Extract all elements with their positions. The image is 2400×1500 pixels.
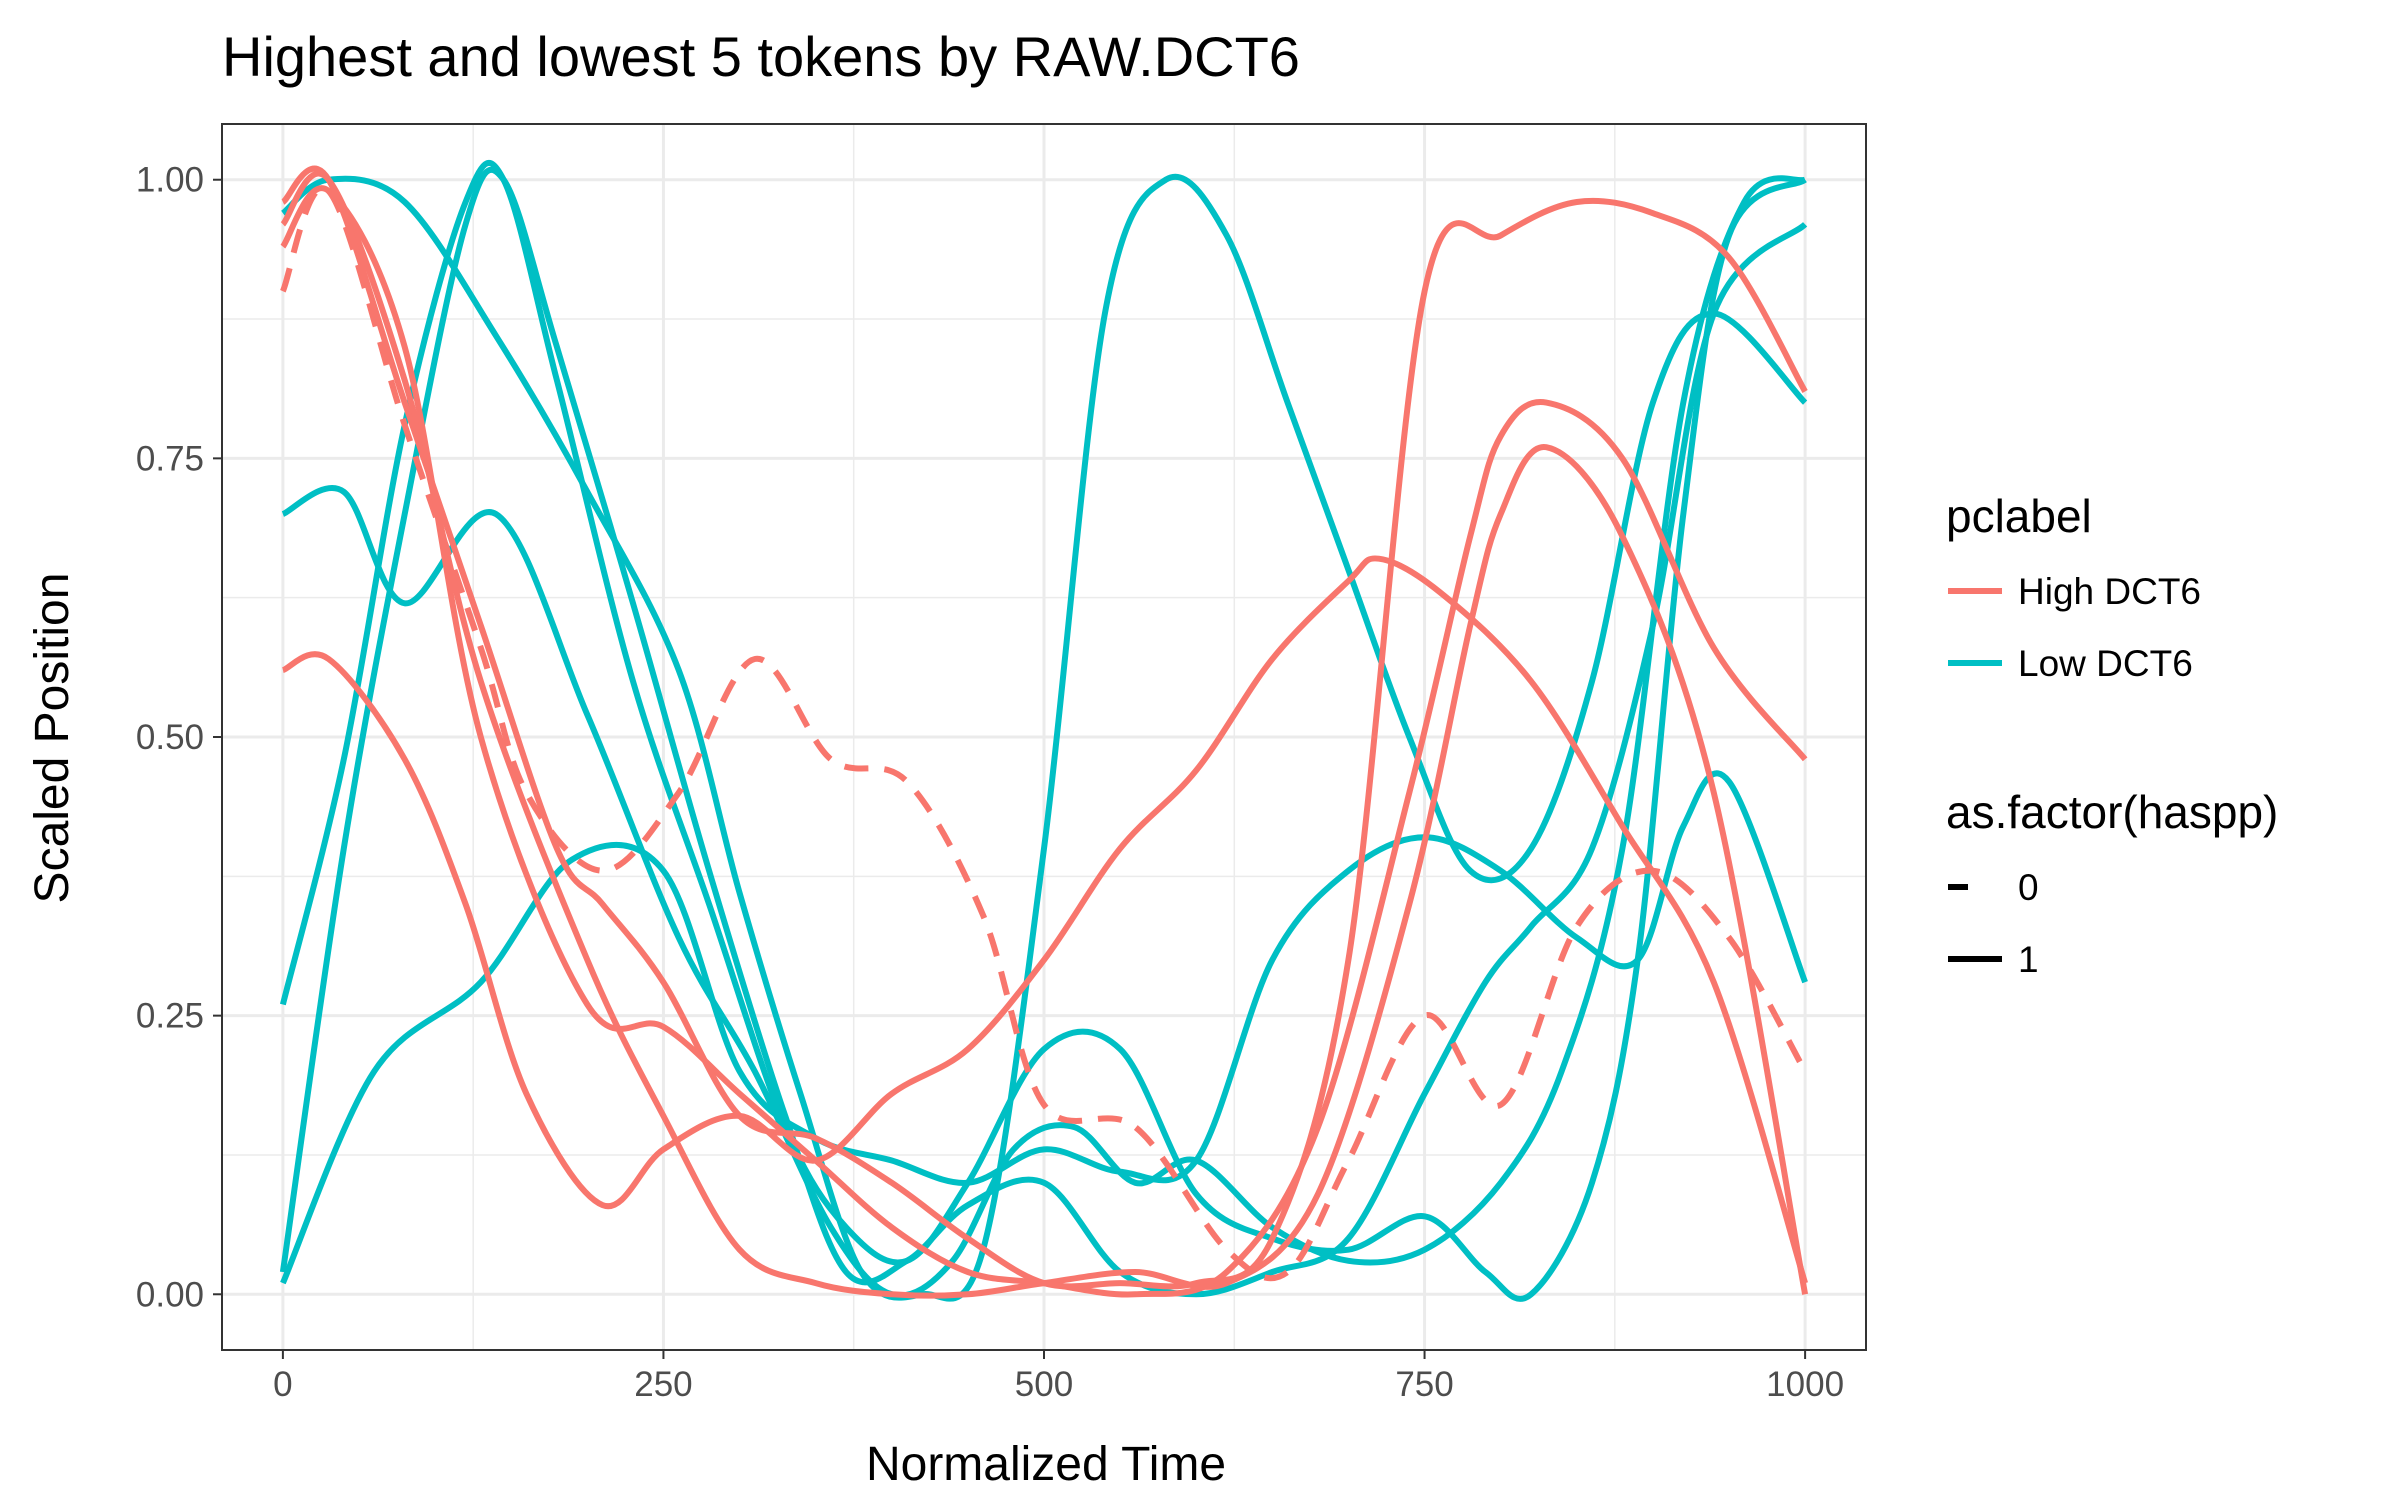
legend-label: High DCT6 [2018, 571, 2201, 612]
x-tick-label: 750 [1395, 1365, 1453, 1404]
plot-panel [221, 123, 1867, 1351]
legend-label: 0 [2018, 867, 2039, 908]
series-line-high-1 [280, 170, 1809, 1299]
x-axis-title: Normalized Time [866, 1438, 1226, 1491]
x-tick-label: 0 [273, 1365, 292, 1404]
y-tick-label: 0.25 [136, 997, 204, 1036]
legend: pclabel High DCT6 Low DCT6 as.factor(haspp)… [1946, 490, 2278, 980]
legend-label: 1 [2018, 939, 2039, 980]
legend-title: pclabel [1946, 490, 2092, 542]
series-line-high-0 [280, 184, 1808, 1282]
chart-title: Highest and lowest 5 tokens by RAW.DCT6 [222, 25, 1300, 88]
x-axis: 0 250 500 750 1000 [273, 1350, 1844, 1404]
series-line-low-8 [279, 160, 1807, 1302]
y-tick-label: 0.75 [136, 439, 204, 478]
series-line-low-6 [281, 175, 1807, 1299]
x-tick-label: 250 [634, 1365, 692, 1404]
y-tick-label: 0.00 [136, 1275, 204, 1314]
y-axis-title: Scaled Position [26, 573, 79, 904]
legend-title: as.factor(haspp) [1946, 786, 2278, 838]
y-axis: 0.00 0.25 0.50 0.75 1.00 [136, 161, 222, 1314]
major-gridlines [222, 124, 1866, 1350]
series-line-high-3 [280, 165, 1808, 1290]
series-line-low-5 [280, 173, 1808, 1302]
x-tick-label: 1000 [1766, 1365, 1844, 1404]
series-lines [279, 160, 1809, 1302]
y-tick-label: 1.00 [136, 161, 204, 200]
series-line-high-4 [281, 555, 1808, 1284]
x-tick-label: 500 [1015, 1365, 1073, 1404]
legend-label: Low DCT6 [2018, 643, 2193, 684]
y-tick-label: 0.50 [136, 718, 204, 757]
